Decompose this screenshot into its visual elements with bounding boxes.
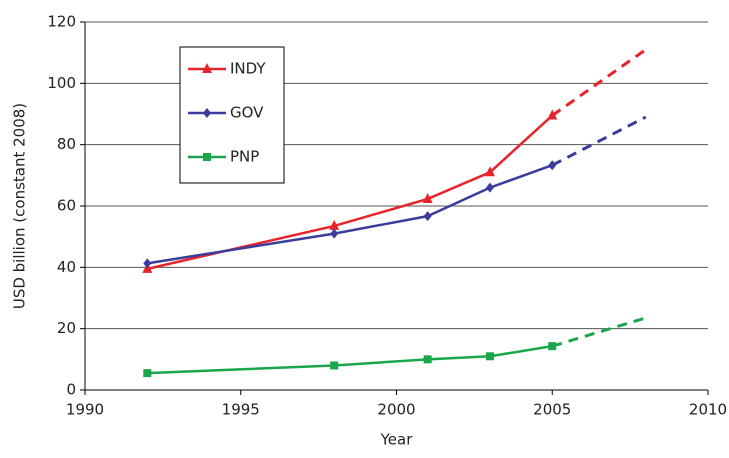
- point: [423, 355, 432, 364]
- point: [330, 228, 339, 239]
- legend-label: PNP: [230, 148, 259, 166]
- point: [422, 192, 433, 203]
- x-tick-label: 1990: [66, 401, 104, 419]
- y-tick-label: 120: [47, 13, 76, 31]
- projection-line: [551, 316, 647, 348]
- x-tick-label: 2005: [533, 401, 571, 419]
- y-axis-label: USD billion (constant 2008): [11, 103, 29, 309]
- point: [485, 182, 494, 193]
- x-axis-label: Year: [380, 431, 414, 449]
- point: [143, 258, 152, 269]
- legend-marker: [203, 153, 211, 161]
- y-tick-label: 40: [57, 258, 76, 276]
- projection-line: [551, 48, 647, 117]
- point: [423, 211, 432, 222]
- x-tick-label: 2010: [689, 401, 727, 419]
- y-tick-label: 80: [57, 135, 76, 153]
- legend-marker: [203, 108, 211, 118]
- point: [485, 352, 494, 361]
- y-tick-label: 60: [57, 197, 76, 215]
- point: [548, 160, 557, 171]
- point: [143, 369, 152, 378]
- projection-line: [551, 115, 647, 167]
- legend-label: GOV: [230, 104, 264, 122]
- point: [329, 219, 340, 230]
- y-tick-label: 0: [66, 381, 76, 399]
- y-tick-label: 100: [47, 74, 76, 92]
- legend-label: INDY: [230, 60, 266, 78]
- y-tick-label: 20: [57, 319, 76, 337]
- point: [484, 166, 495, 177]
- point: [548, 342, 557, 351]
- point: [330, 361, 339, 370]
- point: [547, 109, 558, 120]
- x-tick-label: 1995: [222, 401, 260, 419]
- x-tick-label: 2000: [377, 401, 415, 419]
- legend-marker: [202, 63, 212, 73]
